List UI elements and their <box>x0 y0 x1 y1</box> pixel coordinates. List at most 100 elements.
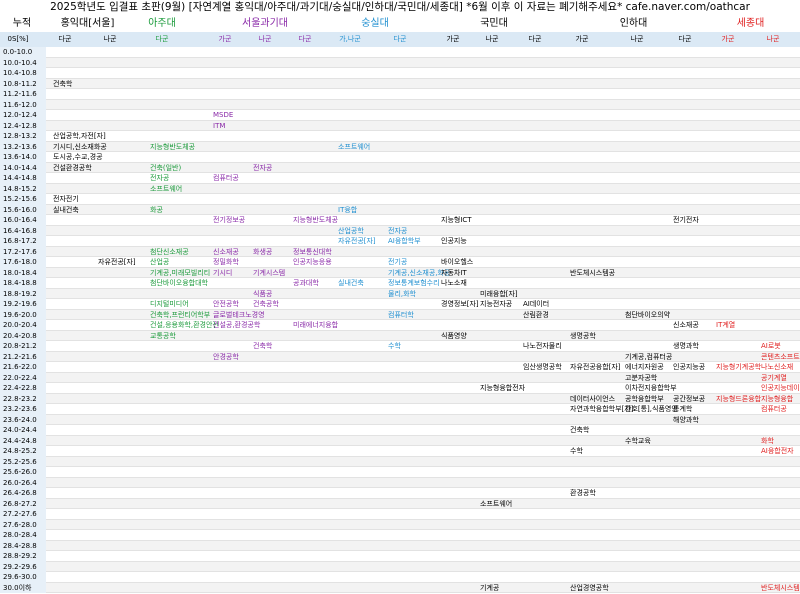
range-label: 18.8-19.2 <box>0 288 46 299</box>
column-header-bar <box>0 32 800 47</box>
range-label: 27.2-27.6 <box>0 509 46 520</box>
range-label: 25.6-26.0 <box>0 467 46 478</box>
range-label: 11.6-12.0 <box>0 99 46 110</box>
range-label: 20.4-20.8 <box>0 330 46 341</box>
university-name: 홍익대[서울] <box>60 18 115 29</box>
department: 신소재공 <box>673 321 699 329</box>
department: 산업공학,자전[자] <box>53 132 106 140</box>
department: 화학 <box>761 436 774 445</box>
range-label: 29.6-30.0 <box>0 572 46 583</box>
column-header: 다군 <box>678 35 692 43</box>
column-header: 다군 <box>393 35 407 43</box>
title: 2025학년도 입결표 초판(9월) [자연계열 홍익대/아주대/과기대/숭실대… <box>50 1 750 13</box>
department: 자동차IT <box>441 268 467 277</box>
range-label: 22.8-23.2 <box>0 393 46 404</box>
department: 식품공 <box>253 289 273 298</box>
range-label: 14.0-14.4 <box>0 162 46 173</box>
department: 통계학 <box>673 405 693 413</box>
department: 기계공,신소재공,화공 <box>388 268 451 277</box>
range-label: 17.2-17.6 <box>0 246 46 257</box>
row-band <box>0 288 800 299</box>
row-band <box>0 278 800 289</box>
column-header: 나군 <box>766 35 780 43</box>
range-label: 23.2-23.6 <box>0 404 46 415</box>
range-label: 10.4-10.8 <box>0 68 46 79</box>
range-label: 15.6-16.0 <box>0 204 46 215</box>
department: 안전공학 <box>213 300 239 308</box>
row-band <box>0 393 800 404</box>
range-label: 24.8-25.2 <box>0 446 46 457</box>
department: 간호[통],식품영양 <box>625 405 678 413</box>
range-label: 26.0-26.4 <box>0 477 46 488</box>
row-band <box>0 183 800 194</box>
department: 에너지자원공 <box>625 363 664 371</box>
row-band <box>0 246 800 257</box>
row-band <box>0 162 800 173</box>
row-band <box>0 57 800 68</box>
department: 전자공 <box>150 174 170 182</box>
row-band <box>0 257 800 268</box>
range-label: 23.6-24.0 <box>0 414 46 425</box>
row-band <box>0 435 800 446</box>
range-label: 10.8-11.2 <box>0 78 46 89</box>
row-band <box>0 173 800 184</box>
range-label: 24.0-24.4 <box>0 425 46 436</box>
department: 인공지능응용 <box>293 258 332 266</box>
department: 화공 <box>150 205 163 214</box>
department: AI데이터 <box>523 300 550 308</box>
range-label: 28.4-28.8 <box>0 540 46 551</box>
department: 수학교육 <box>625 436 651 445</box>
department: 건축공학 <box>253 300 279 308</box>
department: 나노소재 <box>441 279 467 287</box>
row-band <box>0 267 800 278</box>
department: 산업공 <box>150 258 170 266</box>
department: 건축학,프런티어학부 <box>150 310 211 319</box>
range-label: 12.0-12.4 <box>0 110 46 121</box>
range-label: 21.2-21.6 <box>0 351 46 362</box>
department: AI로봇 <box>761 342 781 350</box>
department: 건축학 <box>253 342 273 350</box>
row-band <box>0 320 800 331</box>
row-band <box>0 519 800 530</box>
university-name: 세종대 <box>736 18 765 29</box>
column-header: 가군 <box>721 35 735 43</box>
department: 컴퓨터공 <box>213 174 239 182</box>
department: 첨단바이오융합대학 <box>150 279 208 287</box>
department: 전기공 <box>388 258 408 266</box>
department: 교통공학 <box>150 331 176 340</box>
row-band <box>0 530 800 541</box>
department: 정보통신대학 <box>293 247 332 256</box>
department: 공기계열 <box>761 373 787 382</box>
range-label: 16.4-16.8 <box>0 225 46 236</box>
department: 지능형융합 <box>761 394 794 403</box>
range-label: 15.2-15.6 <box>0 194 46 205</box>
row-band <box>0 446 800 457</box>
department: 바이오헬스 <box>441 258 474 266</box>
row-band <box>0 488 800 499</box>
department: 자유전공[자] <box>338 237 376 245</box>
university-name: 숭실대 <box>361 18 389 29</box>
department: 콘텐츠소프트웨어 <box>761 352 800 361</box>
department: 건설환경공학 <box>53 163 92 172</box>
range-label: 22.0-22.4 <box>0 372 46 383</box>
department: 자유전공융합[자] <box>570 363 621 371</box>
department: 신소재공 <box>213 247 239 256</box>
row-band <box>0 383 800 394</box>
row-band <box>0 330 800 341</box>
row-band <box>0 120 800 131</box>
university-name: 아주대 <box>148 18 176 29</box>
row-band <box>0 309 800 320</box>
row-band <box>0 141 800 152</box>
range-label: 18.0-18.4 <box>0 267 46 278</box>
department: 전자공 <box>388 226 408 235</box>
range-label: 27.6-28.0 <box>0 519 46 530</box>
university-name: 서울과기대 <box>242 18 288 29</box>
row-band <box>0 498 800 509</box>
department: 전자공 <box>253 163 273 172</box>
column-header: 나군 <box>630 35 644 43</box>
range-label: 16.8-17.2 <box>0 236 46 247</box>
column-header: 나군 <box>485 35 499 43</box>
range-label: 13.6-14.0 <box>0 152 46 163</box>
column-header: 나군 <box>103 35 117 43</box>
range-label: 29.2-29.6 <box>0 561 46 572</box>
